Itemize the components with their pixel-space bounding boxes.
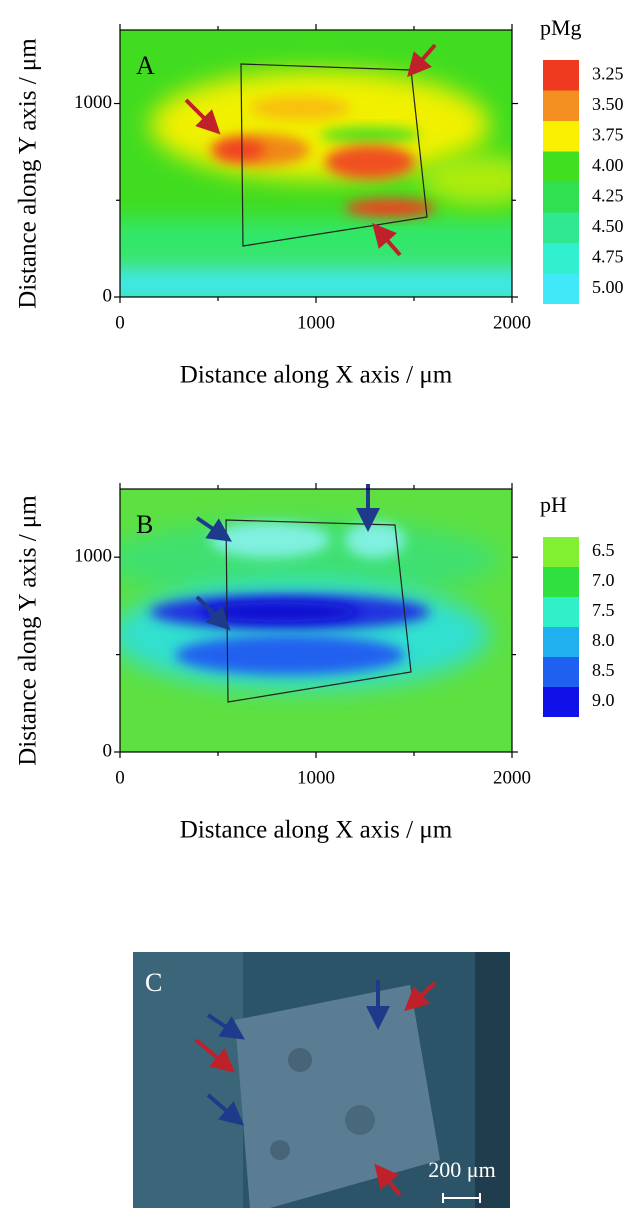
colorbar-label: 4.50 — [592, 216, 624, 236]
heatmap-field — [120, 489, 512, 752]
colorbar-swatch — [543, 627, 579, 657]
arrows — [184, 43, 437, 257]
colorbar-title: pH — [540, 492, 567, 517]
panel-label: B — [136, 510, 153, 539]
x-axis-label: Distance along X axis / μm — [180, 362, 453, 389]
arrows — [195, 484, 380, 631]
colorbar-swatch — [543, 687, 579, 717]
panel-label: A — [136, 51, 155, 80]
colorbar-label: 3.75 — [592, 124, 624, 144]
y-axis-label: Distance along Y axis / μm — [15, 495, 42, 766]
colorbar-swatch — [543, 597, 579, 627]
photo: C 200 μm — [133, 952, 510, 1208]
colorbar-swatch — [543, 567, 579, 597]
colorbar-label: 3.25 — [592, 63, 624, 83]
x-axis-label: Distance along X axis / μm — [180, 817, 453, 844]
colorbar-label: 8.0 — [592, 630, 615, 650]
scale-bar-label: 200 μm — [428, 1157, 495, 1182]
colorbar-swatch — [543, 273, 579, 304]
y-tick-label: 1000 — [74, 92, 112, 113]
y-axis-label: Distance along Y axis / μm — [15, 38, 42, 309]
colorbar-swatch — [543, 243, 579, 274]
colorbar-label: 7.5 — [592, 600, 615, 620]
colorbar-label: 4.25 — [592, 185, 624, 205]
x-tick-label: 2000 — [493, 312, 531, 333]
colorbar-label: 8.5 — [592, 660, 615, 680]
x-tick-label: 1000 — [297, 767, 335, 788]
x-tick-label: 0 — [115, 312, 125, 333]
colorbar-swatch — [543, 537, 579, 567]
colorbar-title: pMg — [540, 15, 582, 40]
colorbar-swatch — [543, 182, 579, 213]
colorbar-label: 7.0 — [592, 570, 615, 590]
colorbar-label: 5.00 — [592, 277, 624, 297]
y-tick-label: 1000 — [74, 546, 112, 567]
colorbar-swatch — [543, 151, 579, 182]
colorbar-swatch — [543, 657, 579, 687]
heatmap-field — [120, 30, 512, 297]
x-tick-label: 1000 — [297, 312, 335, 333]
colorbar-label: 6.5 — [592, 540, 615, 560]
colorbar-label: 9.0 — [592, 690, 615, 710]
colorbar-swatch — [543, 212, 579, 243]
y-tick-label: 0 — [103, 740, 113, 761]
colorbar-label: 4.00 — [592, 155, 624, 175]
x-tick-label: 2000 — [493, 767, 531, 788]
colorbar-swatch — [543, 121, 579, 152]
colorbar-swatch — [543, 60, 579, 91]
x-tick-label: 0 — [115, 767, 125, 788]
colorbar-label: 3.50 — [592, 94, 624, 114]
colorbar-label: 4.75 — [592, 246, 624, 266]
panel-label: C — [145, 968, 162, 997]
colorbar-swatch — [543, 90, 579, 121]
y-tick-label: 0 — [103, 285, 113, 306]
